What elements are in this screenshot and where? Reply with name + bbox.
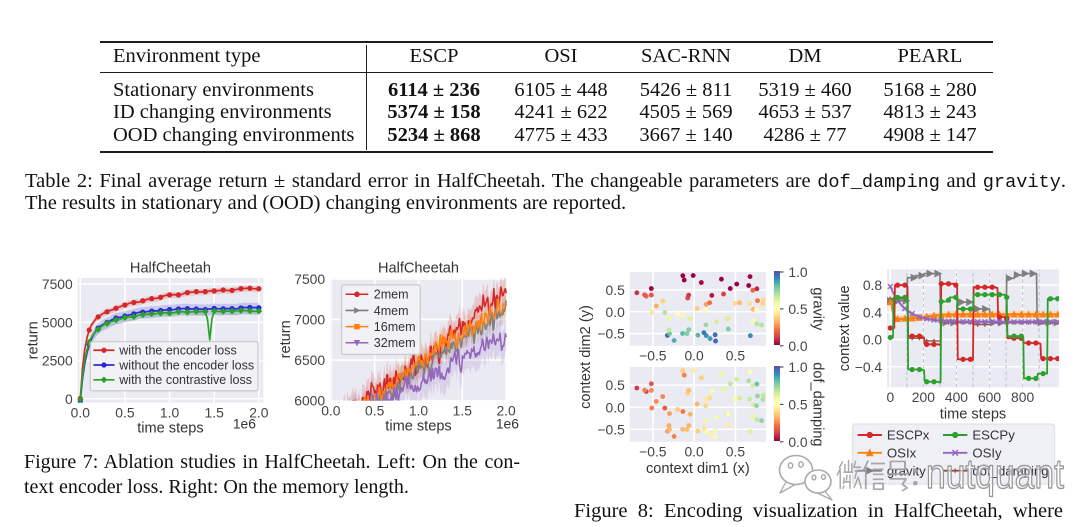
svg-text:800: 800: [1011, 389, 1034, 405]
svg-text:1.0: 1.0: [788, 359, 808, 375]
svg-text:−0.5: −0.5: [597, 421, 625, 437]
svg-text:0: 0: [65, 391, 73, 407]
svg-text:−0.5: −0.5: [639, 444, 667, 460]
svg-text:1e6: 1e6: [233, 416, 256, 432]
svg-text:gravity: gravity: [810, 287, 826, 331]
svg-text:return: return: [25, 321, 41, 359]
svg-text:0.0: 0.0: [684, 348, 704, 364]
svg-text:1.0: 1.0: [788, 264, 808, 280]
svg-text:return: return: [278, 320, 294, 358]
svg-text:without the encoder loss: without the encoder loss: [118, 358, 254, 372]
svg-text:with the contrastive loss: with the contrastive loss: [118, 373, 252, 387]
svg-text:dof_damping: dof_damping: [810, 362, 826, 446]
svg-text:0.0: 0.0: [788, 434, 808, 450]
svg-text:0.0: 0.0: [684, 444, 704, 460]
svg-text:context dim1 (x): context dim1 (x): [646, 461, 750, 477]
svg-text:OSIy: OSIy: [972, 445, 1002, 460]
svg-text:16mem: 16mem: [374, 320, 416, 334]
svg-text:1.0: 1.0: [409, 403, 429, 419]
svg-text:2.0: 2.0: [249, 405, 269, 421]
svg-text:0.0: 0.0: [863, 332, 883, 348]
svg-text:context dim2 (y): context dim2 (y): [578, 305, 594, 409]
svg-text:0.4: 0.4: [863, 304, 883, 320]
svg-text:HalfCheetah: HalfCheetah: [378, 260, 459, 276]
svg-text:0.5: 0.5: [726, 348, 746, 364]
svg-text:0.0: 0.0: [321, 403, 341, 419]
svg-text:1e6: 1e6: [496, 416, 519, 432]
svg-text:400: 400: [945, 389, 968, 405]
svg-text:0.5: 0.5: [115, 405, 135, 421]
svg-text:OSIx: OSIx: [887, 445, 917, 460]
svg-text:0.5: 0.5: [788, 396, 808, 412]
svg-text:with the encoder loss: with the encoder loss: [118, 344, 236, 358]
svg-text:1.5: 1.5: [453, 403, 473, 419]
svg-text:0.5: 0.5: [365, 403, 385, 419]
svg-text:−0.5: −0.5: [639, 348, 667, 364]
svg-text:2500: 2500: [42, 353, 73, 369]
svg-text:7000: 7000: [294, 312, 325, 328]
svg-text:0.8: 0.8: [863, 277, 883, 293]
svg-text:0.0: 0.0: [71, 405, 91, 421]
svg-text:time steps: time steps: [940, 406, 1006, 422]
svg-text:2mem: 2mem: [374, 288, 409, 302]
svg-text:ESCPy: ESCPy: [972, 428, 1015, 443]
svg-text:6000: 6000: [294, 393, 325, 409]
svg-text:1.5: 1.5: [205, 405, 225, 421]
svg-text:200: 200: [912, 389, 935, 405]
svg-text:nutquant: nutquant: [926, 450, 1064, 497]
svg-text:0.5: 0.5: [788, 301, 808, 317]
svg-text:0.5: 0.5: [606, 282, 626, 298]
svg-text:7500: 7500: [294, 271, 325, 287]
svg-text:2.0: 2.0: [496, 403, 516, 419]
svg-text:time steps: time steps: [385, 418, 451, 434]
svg-text:0: 0: [886, 389, 894, 405]
svg-text:dof_damping: dof_damping: [972, 463, 1048, 478]
svg-text:ESCPx: ESCPx: [887, 428, 930, 443]
svg-text:−0.4: −0.4: [855, 359, 883, 375]
svg-text:time steps: time steps: [137, 420, 203, 436]
svg-text:HalfCheetah: HalfCheetah: [130, 260, 211, 276]
svg-text:7500: 7500: [42, 276, 73, 292]
svg-text:32mem: 32mem: [374, 336, 416, 350]
svg-text:4mem: 4mem: [374, 304, 409, 318]
svg-text:0.0: 0.0: [606, 304, 626, 320]
svg-text:0.0: 0.0: [788, 338, 808, 354]
svg-text:1.0: 1.0: [160, 405, 180, 421]
svg-text:6500: 6500: [294, 352, 325, 368]
svg-text:0.5: 0.5: [726, 444, 746, 460]
svg-text:5000: 5000: [42, 314, 73, 330]
svg-text:600: 600: [978, 389, 1001, 405]
svg-text:0.5: 0.5: [606, 377, 626, 393]
svg-text:context value: context value: [837, 285, 853, 371]
svg-text:−0.5: −0.5: [597, 326, 625, 342]
svg-text:0.0: 0.0: [606, 399, 626, 415]
